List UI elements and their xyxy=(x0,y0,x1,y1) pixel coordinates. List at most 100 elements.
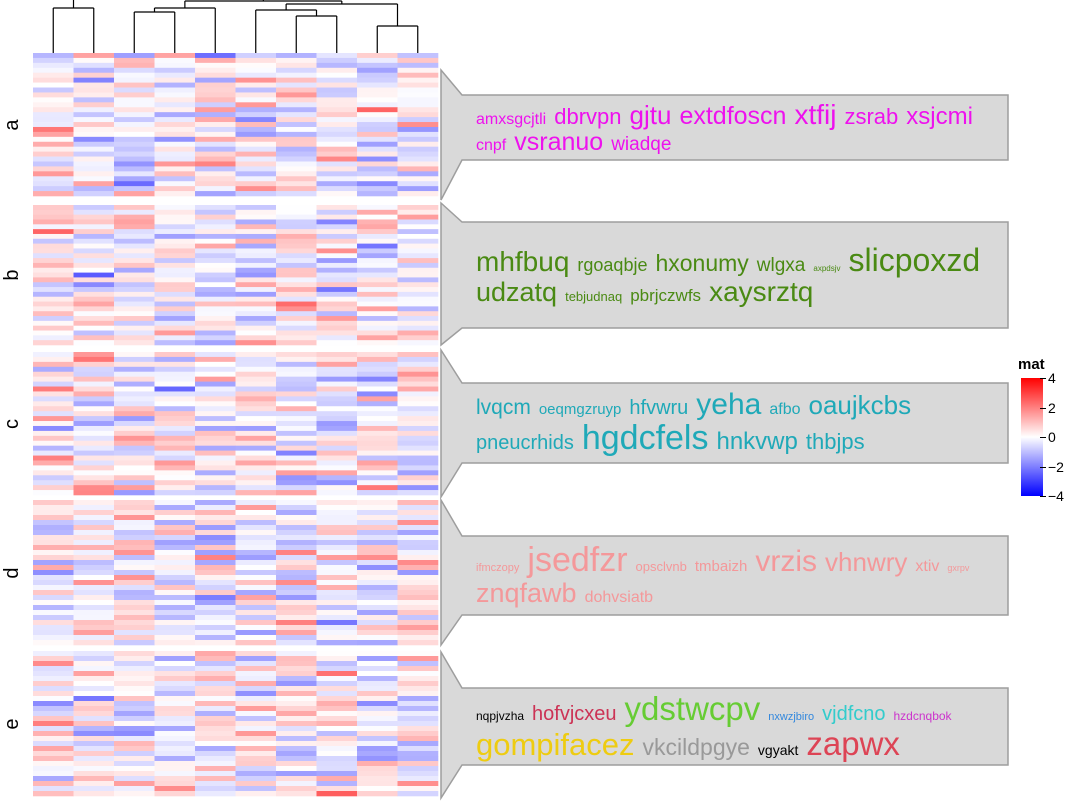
heatmap-cell xyxy=(114,485,155,491)
heatmap-cell xyxy=(316,171,358,177)
heatmap-cell xyxy=(73,92,115,98)
heatmap-cell xyxy=(33,102,74,108)
heatmap-cell xyxy=(33,253,74,259)
heatmap-cell xyxy=(33,401,74,407)
heatmap-cell xyxy=(33,565,74,571)
heatmap-cell xyxy=(154,243,196,249)
heatmap-cell xyxy=(154,214,196,220)
heatmap-cell xyxy=(276,741,317,747)
heatmap-cell xyxy=(397,131,439,138)
heatmap-cell xyxy=(276,62,317,69)
heatmap-cell xyxy=(316,306,358,312)
heatmap-cell xyxy=(235,440,277,446)
heatmap-cell xyxy=(73,671,115,677)
heatmap-cell xyxy=(357,455,398,461)
word-cloud-term: ifmczopy xyxy=(476,562,520,575)
heatmap-cell xyxy=(154,550,196,556)
heatmap-cell xyxy=(195,590,236,596)
heatmap-cell xyxy=(235,761,277,767)
heatmap-cell xyxy=(33,214,74,220)
word-cloud-callouts xyxy=(440,67,1009,801)
heatmap-cell xyxy=(235,126,277,133)
heatmap-cell xyxy=(195,555,236,561)
heatmap-cell xyxy=(154,751,196,757)
heatmap-cell xyxy=(114,681,155,687)
heatmap-cell xyxy=(114,580,155,586)
heatmap-cell xyxy=(114,460,155,466)
heatmap-cell xyxy=(235,450,277,456)
heatmap-cell xyxy=(73,550,115,556)
heatmap-cell xyxy=(316,366,358,373)
heatmap-cell xyxy=(276,500,317,506)
heatmap-cell xyxy=(114,416,155,422)
heatmap-cell xyxy=(154,430,196,437)
heatmap-cell xyxy=(154,161,196,167)
heatmap-cell xyxy=(73,691,115,697)
heatmap-cell xyxy=(154,386,196,392)
heatmap-cell xyxy=(276,238,317,244)
heatmap-cell xyxy=(276,460,317,466)
heatmap-cell xyxy=(33,741,74,747)
heatmap-cell xyxy=(235,545,277,551)
heatmap-cell xyxy=(235,238,277,244)
heatmap-cell xyxy=(195,366,236,373)
word-cloud-term: vjdfcno xyxy=(822,702,886,725)
heatmap-cell xyxy=(195,166,236,172)
heatmap-cell xyxy=(357,277,398,283)
heatmap-cell xyxy=(357,435,398,442)
heatmap-cell xyxy=(154,635,196,641)
heatmap-cell xyxy=(357,316,398,322)
heatmap-cell xyxy=(33,736,74,742)
heatmap-cell xyxy=(276,136,317,143)
heatmap-cell xyxy=(114,666,155,672)
heatmap-cell xyxy=(114,171,155,177)
heatmap-cell xyxy=(195,615,236,621)
heatmap-cell xyxy=(316,301,358,307)
heatmap-cell xyxy=(33,615,74,621)
heatmap-cell xyxy=(276,311,317,317)
heatmap-cell xyxy=(114,771,155,777)
heatmap-cell xyxy=(114,756,155,762)
heatmap-cell xyxy=(357,490,398,496)
heatmap-cell xyxy=(154,376,196,382)
heatmap-cell xyxy=(316,455,358,461)
heatmap-cell xyxy=(73,595,115,601)
heatmap-cell xyxy=(73,229,115,235)
heatmap-cell xyxy=(154,311,196,317)
heatmap-cell xyxy=(276,151,317,157)
word-cloud-term: wlgxa xyxy=(756,254,806,276)
heatmap-cell xyxy=(195,726,236,732)
word-cloud-term: hfvwru xyxy=(629,397,689,420)
heatmap-cell xyxy=(154,761,196,767)
heatmap-cell xyxy=(357,515,398,521)
heatmap-cell xyxy=(33,229,74,235)
heatmap-cell xyxy=(33,590,74,596)
heatmap-cell xyxy=(316,238,358,244)
heatmap-cell xyxy=(235,340,277,346)
heatmap-cell xyxy=(154,585,196,591)
word-cloud-term: opsclvnb xyxy=(635,559,687,575)
heatmap-cell xyxy=(114,248,155,254)
heatmap-cell xyxy=(195,87,236,93)
heatmap-cell xyxy=(195,253,236,259)
heatmap-cell xyxy=(33,470,74,476)
legend-tick-label: −2 xyxy=(1048,458,1064,475)
heatmap-cell xyxy=(195,741,236,747)
heatmap-cell xyxy=(195,262,236,269)
heatmap-cell xyxy=(276,731,317,737)
heatmap-cell xyxy=(195,776,236,782)
heatmap-cell xyxy=(154,141,196,147)
legend-tick-label: −4 xyxy=(1048,488,1064,504)
heatmap-cell xyxy=(357,530,398,536)
heatmap-cell xyxy=(114,500,155,506)
heatmap-cell xyxy=(235,681,277,687)
heatmap-cell xyxy=(33,67,74,74)
heatmap-cell xyxy=(316,391,358,397)
heatmap-cell xyxy=(397,430,439,437)
heatmap-cell xyxy=(357,716,398,722)
heatmap-cell xyxy=(235,248,277,254)
heatmap-cell xyxy=(154,224,196,230)
heatmap-cell xyxy=(235,146,277,152)
heatmap-cell xyxy=(397,77,439,83)
heatmap-cell xyxy=(114,166,155,172)
